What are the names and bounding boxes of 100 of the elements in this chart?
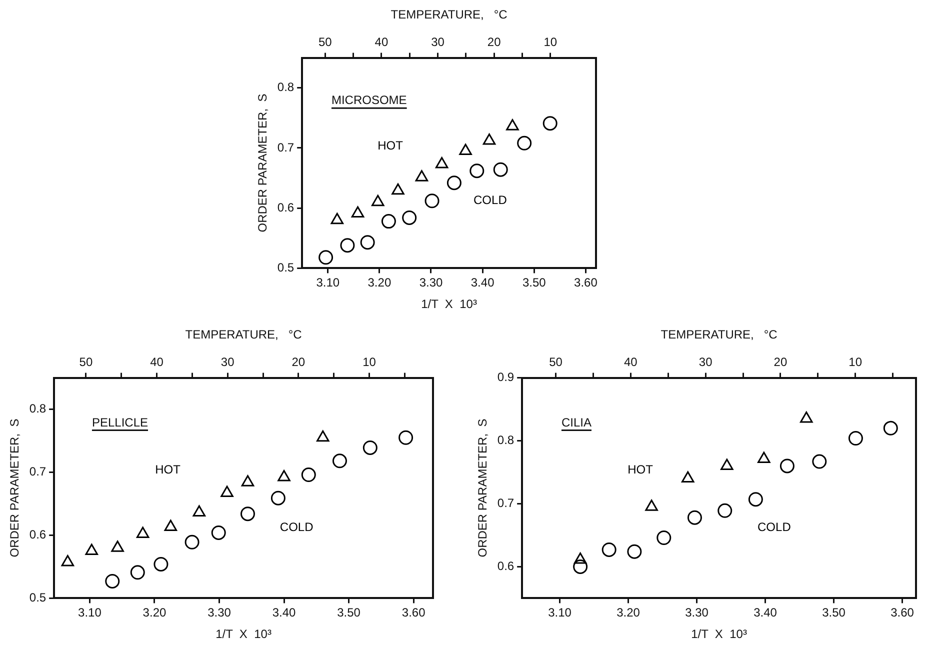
point (470, 164, 484, 178)
point (136, 526, 150, 538)
point (627, 544, 642, 559)
x-tick-label: 3.30 (685, 606, 709, 620)
x2-axis-title: TEMPERATURE, °C (660, 328, 778, 342)
x2-tick-label: 30 (220, 354, 235, 369)
y-tick-label: 0.6 (497, 559, 514, 574)
text: HOT (155, 462, 182, 477)
x-tick-label: 3.50 (522, 276, 546, 290)
point (351, 206, 364, 218)
y-axis-title: ORDER PARAMETER, S (476, 418, 490, 558)
point (211, 525, 226, 540)
point (241, 475, 254, 486)
point (574, 552, 587, 564)
x-tick-label: 3.40 (272, 606, 296, 620)
point (372, 194, 384, 206)
point (506, 119, 519, 130)
point (381, 214, 396, 229)
point (482, 134, 496, 145)
point (360, 235, 375, 250)
point (240, 506, 255, 522)
point (220, 486, 234, 498)
y-tick-label: 0.5 (277, 260, 294, 275)
x-tick-label: 3.10 (78, 606, 102, 620)
point (192, 505, 206, 517)
x2-tick-label: 30 (698, 354, 713, 369)
x-tick-label: 3.50 (337, 606, 361, 620)
point (424, 194, 440, 208)
point (362, 440, 378, 455)
point (301, 468, 316, 482)
point (758, 452, 770, 464)
point (517, 136, 532, 150)
text: HOT (378, 138, 404, 152)
point (718, 503, 732, 518)
y-axis-title: ORDER PARAMETER, S (8, 418, 22, 558)
point (883, 420, 898, 436)
x-tick-label: 3.10 (548, 606, 572, 620)
point (681, 471, 694, 483)
point (402, 210, 417, 225)
x-axis-title: 1/T X 10³ (421, 297, 477, 312)
point (656, 530, 672, 545)
x2-tick-label: 50 (79, 354, 93, 369)
point (392, 183, 404, 195)
x-tick-label: 3.60 (402, 606, 426, 620)
y-tick-label: 0.5 (29, 590, 46, 605)
point (318, 250, 334, 265)
y-tick-label: 0.7 (497, 496, 514, 510)
series-label: COLD (758, 520, 792, 534)
x2-axis-title: TEMPERATURE, °C (185, 328, 302, 342)
x-tick-label: 3.10 (316, 276, 340, 290)
series-label: COLD (474, 193, 508, 208)
point (800, 411, 813, 423)
point (85, 544, 98, 555)
x-tick-label: 3.60 (574, 276, 598, 290)
point (602, 542, 616, 557)
point (687, 510, 702, 525)
x2-tick-label: 20 (292, 354, 306, 369)
y-axis-title: ORDER PARAMETER, S (256, 94, 270, 232)
point (812, 454, 827, 469)
point (278, 470, 290, 482)
point (130, 565, 145, 580)
point (154, 556, 168, 572)
point (105, 574, 120, 588)
x-tick-label: 3.20 (616, 606, 640, 620)
x-tick-label: 3.30 (208, 606, 232, 620)
x2-tick-label: 50 (318, 34, 332, 49)
annotation: CILIA (561, 415, 592, 430)
point (316, 430, 330, 442)
point (435, 156, 448, 168)
series-label: HOT (628, 462, 654, 477)
point (340, 238, 355, 253)
series-label: COLD (280, 520, 314, 534)
y-tick-label: 0.7 (29, 464, 46, 479)
x2-tick-label: 40 (624, 354, 638, 369)
x-axis-title: 1/T X 10³ (216, 627, 272, 642)
point (330, 212, 344, 224)
x-tick-label: 3.40 (754, 606, 778, 620)
point (415, 170, 428, 182)
annotation: PELLICLE (92, 415, 148, 430)
y-tick-label: 0.9 (497, 370, 514, 384)
x2-axis-title: TEMPERATURE, °C (390, 8, 508, 22)
point (164, 520, 178, 532)
point (61, 555, 74, 566)
point (111, 540, 124, 552)
x2-tick-label: 30 (431, 34, 445, 49)
y-tick-label: 0.8 (277, 80, 294, 94)
x2-tick-label: 20 (774, 354, 788, 369)
x2-tick-label: 40 (374, 34, 388, 49)
point (459, 144, 472, 155)
y-tick-label: 0.7 (277, 140, 294, 154)
annotation: MICROSOME (331, 93, 407, 108)
point (332, 454, 347, 468)
x-tick-label: 3.40 (470, 276, 495, 290)
y-tick-label: 0.8 (497, 433, 514, 448)
x-tick-label: 3.60 (890, 606, 914, 620)
x-tick-label: 3.30 (419, 276, 443, 290)
y-tick-label: 0.6 (277, 200, 294, 214)
x2-tick-label: 20 (487, 34, 502, 49)
point (848, 431, 863, 446)
x2-tick-label: 10 (362, 354, 376, 369)
